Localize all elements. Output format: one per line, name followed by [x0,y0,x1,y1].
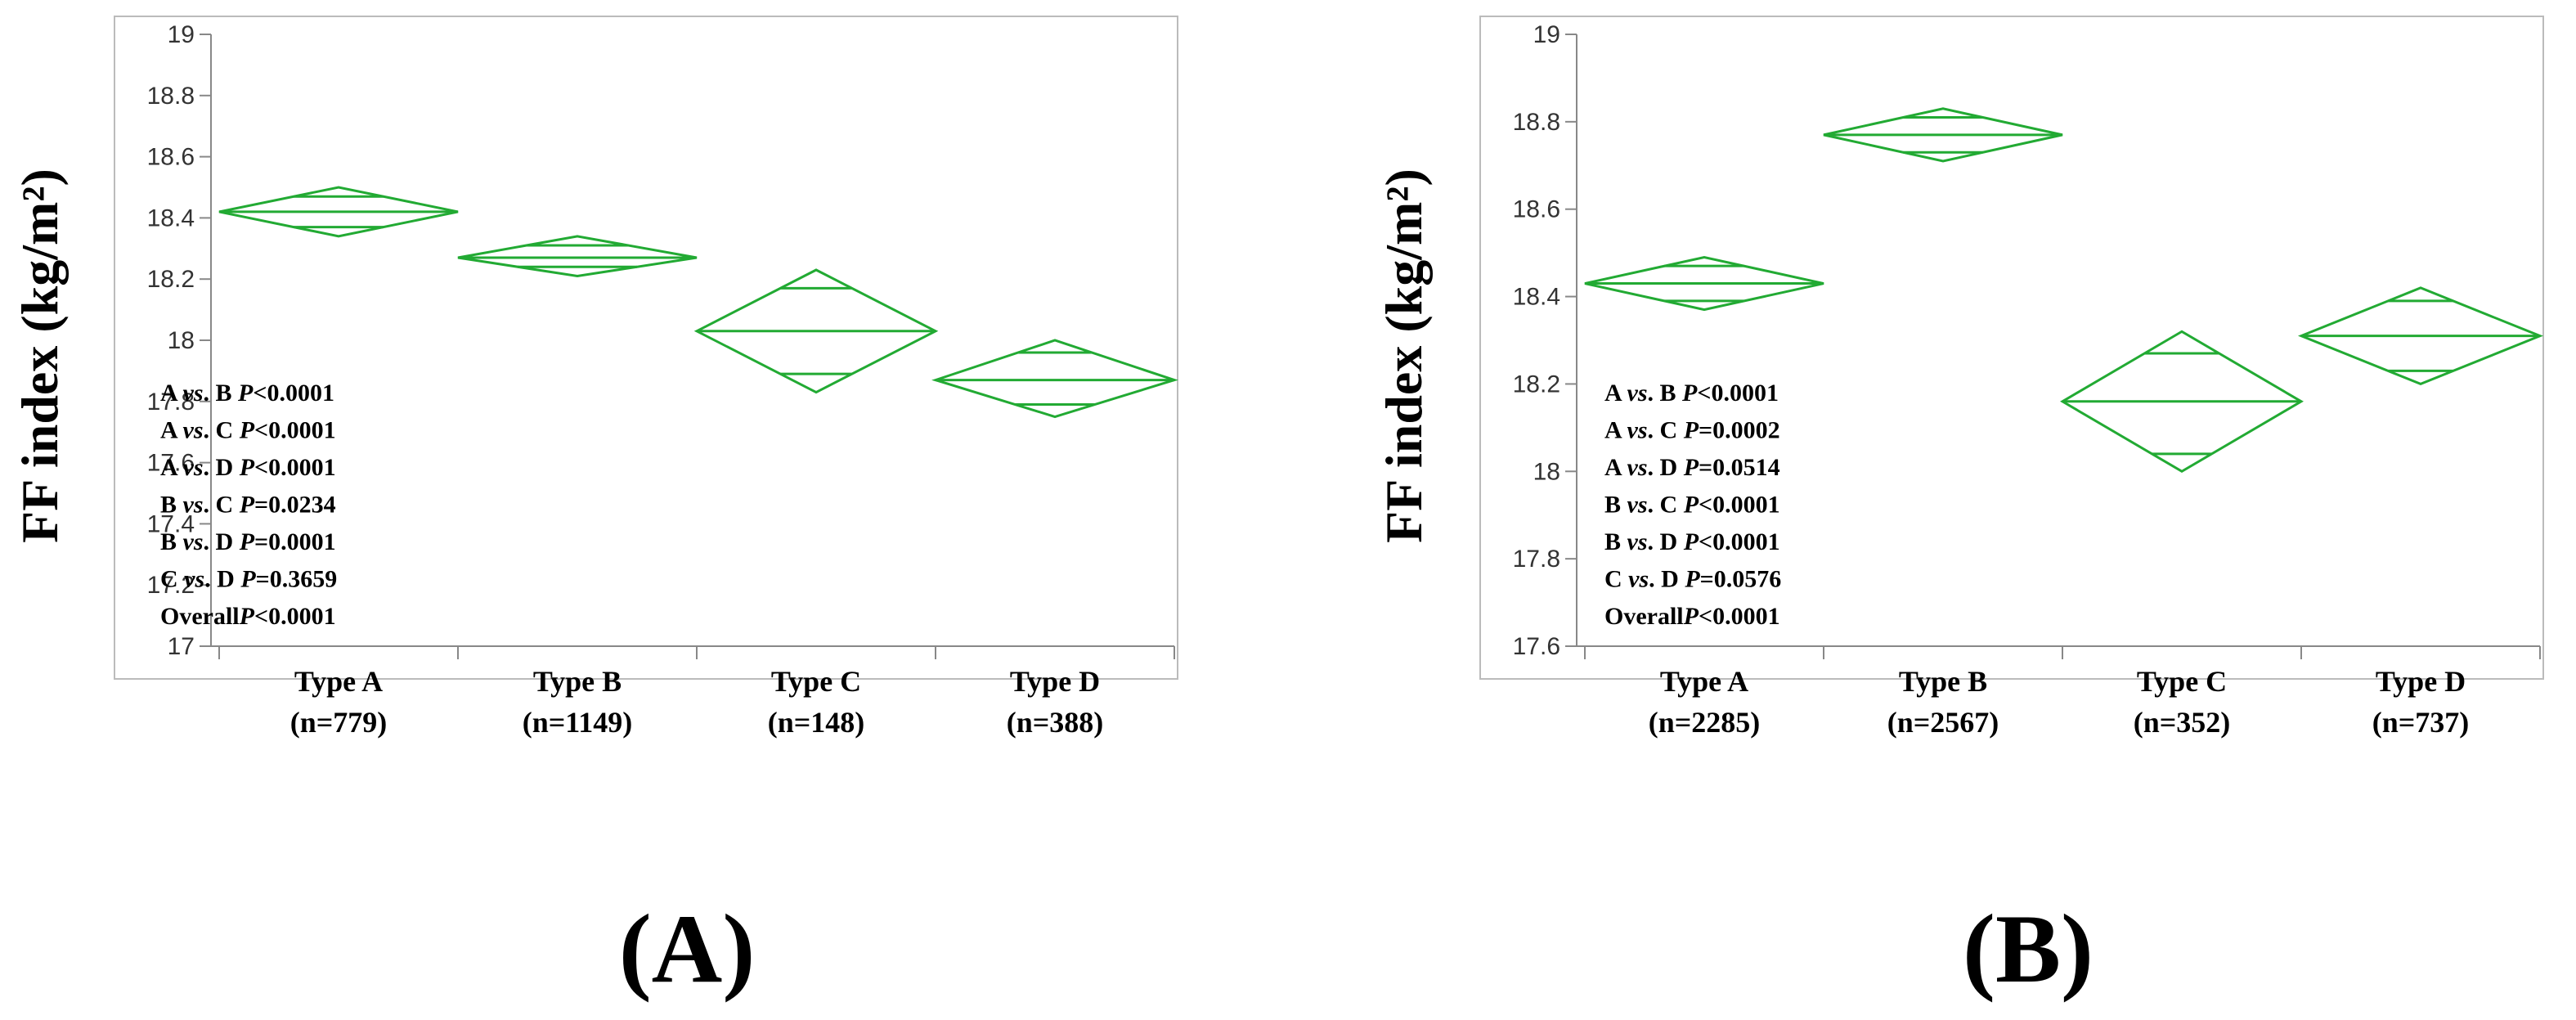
y-tick-label: 18.2 [1513,371,1560,398]
y-tick-label: 17 [168,633,195,660]
y-tick-label: 19 [1533,21,1560,48]
mean-diamond [1823,107,2063,163]
y-tick-label: 17.4 [147,510,195,537]
panel-label: (A) [619,894,756,1003]
stat-annotation: C vs. D P=0.3659 [160,566,337,593]
stat-annotation: A vs. C P<0.0001 [160,417,336,444]
panel-b: 17.6 17.8 18 18.2 18.4 18.6 18.8 19 Type A (n=228… [1375,16,2544,1003]
stat-annotation: A vs. B P<0.0001 [1604,380,1779,407]
y-tick-label: 17.6 [147,450,195,477]
x-sample-size-label: (n=148) [768,706,865,739]
y-tick-label: 17.8 [147,389,195,416]
x-sample-size-label: (n=779) [290,706,388,739]
x-category-label: Type C [771,665,861,698]
y-tick-label: 18.8 [1513,109,1560,136]
x-sample-size-label: (n=2285) [1649,706,1761,739]
mean-diamond [457,235,698,277]
mean-diamond [693,268,939,394]
x-sample-size-label: (n=388) [1007,706,1104,739]
y-axis-label: FF index (kg/m²) [11,169,69,543]
x-category-label: Type D [1010,665,1100,698]
mean-diamond [2297,286,2544,386]
panel-a: 17 17.2 17.4 17.6 17.8 18 18.2 18.4 18.6 18.8 19 Ty… [11,16,1178,1003]
stat-annotation: A vs. C P=0.0002 [1604,417,1780,444]
x-category-label: Type D [2376,665,2466,698]
x-sample-size-label: (n=737) [2372,706,2470,739]
y-tick-label: 18.4 [1513,284,1560,311]
stat-annotation: A vs. B P<0.0001 [160,380,334,407]
stat-annotation: OverallP<0.0001 [160,603,336,630]
y-tick-label: 18 [1533,458,1560,485]
y-tick-label: 18 [168,327,195,354]
y-tick-label: 18.6 [147,144,195,171]
x-sample-size-label: (n=1149) [523,706,633,739]
y-tick-label: 17.6 [1513,633,1560,660]
x-category-label: Type B [533,665,622,698]
stat-annotation: C vs. D P=0.0576 [1604,566,1781,593]
mean-diamond [2060,330,2304,474]
stat-annotation: B vs. D P=0.0001 [160,528,336,555]
stat-annotation: A vs. D P=0.0514 [1604,454,1780,481]
x-sample-size-label: (n=2567) [1887,706,1999,739]
y-tick-label: 18.6 [1513,196,1560,223]
stat-annotation: B vs. C P=0.0234 [160,492,336,519]
stat-annotation: B vs. C P<0.0001 [1604,492,1780,519]
plot-frame [1479,16,2544,680]
y-tick-label: 17.2 [147,572,195,599]
plot-frame [114,16,1178,680]
panel-label: (B) [1963,894,2094,1003]
stat-annotation: A vs. D P<0.0001 [160,454,336,481]
x-category-label: Type B [1899,665,1987,698]
mean-diamond [1584,255,1824,312]
y-tick-label: 17.8 [1513,546,1560,573]
x-category-label: Type A [1660,665,1748,698]
y-tick-label: 18.2 [147,266,195,293]
x-category-label: Type C [2137,665,2227,698]
y-tick-label: 19 [168,21,195,48]
mean-diamond [931,339,1178,419]
y-tick-label: 18.8 [147,83,195,110]
mean-diamond [218,186,459,238]
x-sample-size-label: (n=352) [2134,706,2231,739]
y-tick-label: 18.4 [147,204,195,231]
x-category-label: Type A [294,665,383,698]
y-axis-label: FF index (kg/m²) [1375,169,1433,543]
stat-annotation: OverallP<0.0001 [1604,603,1780,630]
stat-annotation: B vs. D P<0.0001 [1604,528,1780,555]
